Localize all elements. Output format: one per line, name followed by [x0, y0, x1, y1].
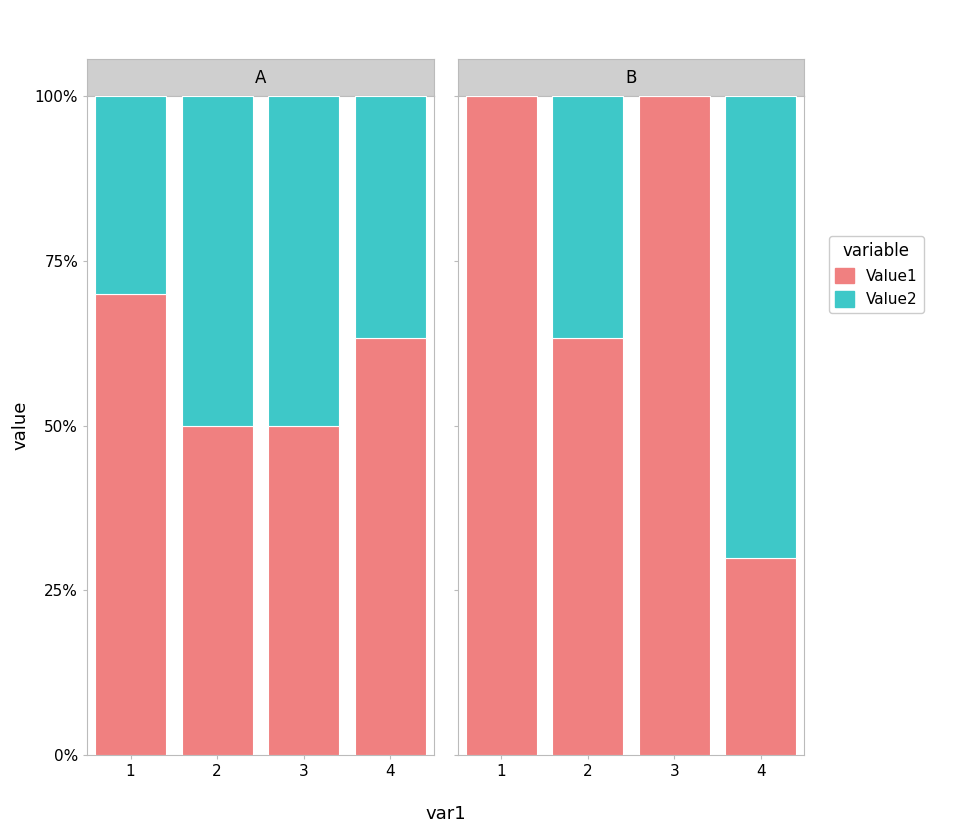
Bar [95, 294, 166, 755]
Bar [355, 338, 425, 755]
Bar [726, 96, 797, 557]
Bar [355, 96, 425, 338]
Legend: Value1, Value2: Value1, Value2 [829, 236, 923, 313]
Text: A: A [255, 69, 266, 86]
Y-axis label: value: value [11, 401, 29, 451]
Bar [268, 96, 339, 426]
Bar [95, 96, 166, 294]
Bar [552, 338, 623, 755]
Text: B: B [625, 69, 637, 86]
Text: var1: var1 [425, 805, 466, 823]
Bar [726, 557, 797, 755]
Bar [181, 96, 253, 426]
Bar [181, 426, 253, 755]
Bar [466, 96, 537, 755]
Bar [639, 96, 710, 755]
Bar [268, 426, 339, 755]
Bar [552, 96, 623, 338]
